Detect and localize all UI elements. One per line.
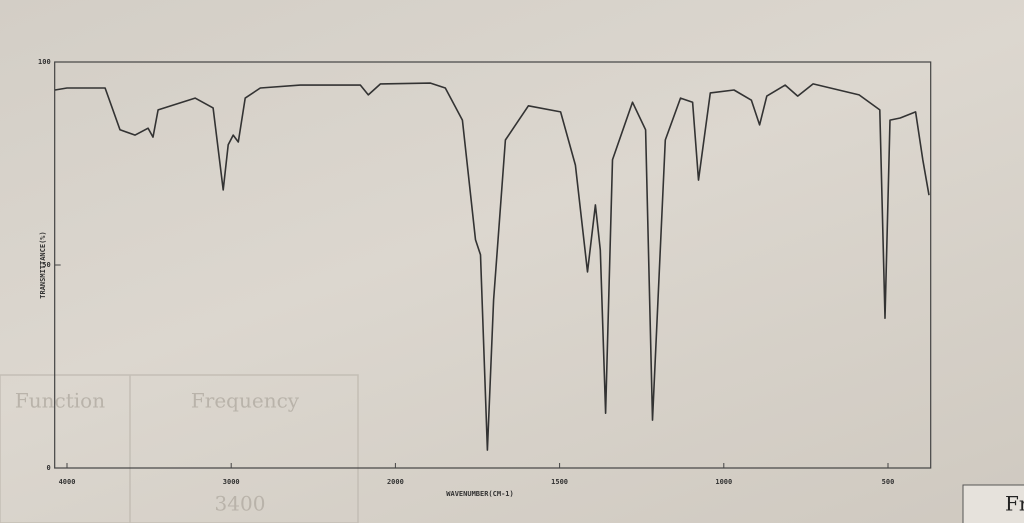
- y-tick-label: 50: [42, 261, 50, 269]
- spectrum-line: [54, 82, 930, 451]
- ghost-text: Function: [15, 389, 105, 413]
- x-tick-label: 1000: [715, 478, 732, 486]
- y-tick-label: 100: [38, 58, 51, 66]
- ghost-box: [962, 484, 1024, 523]
- x-tick-label: 2000: [387, 478, 404, 486]
- x-tick-label: 4000: [59, 478, 76, 486]
- plot-frame: [54, 61, 932, 469]
- x-axis-label: WAVENUMBER(CM-1): [446, 490, 513, 498]
- x-tick-label: 1500: [551, 478, 568, 486]
- y-tick-label: 0: [46, 464, 50, 472]
- x-tick-label: 500: [882, 478, 895, 486]
- ghost-text: 3400: [215, 492, 266, 516]
- ghost-text: Frequency: [191, 389, 300, 413]
- ghost-table: [0, 374, 359, 523]
- ghost-text: Fr: [1005, 492, 1024, 516]
- y-axis-label: TRANSMITTANCE(%): [39, 231, 47, 298]
- x-tick-label: 3000: [223, 478, 240, 486]
